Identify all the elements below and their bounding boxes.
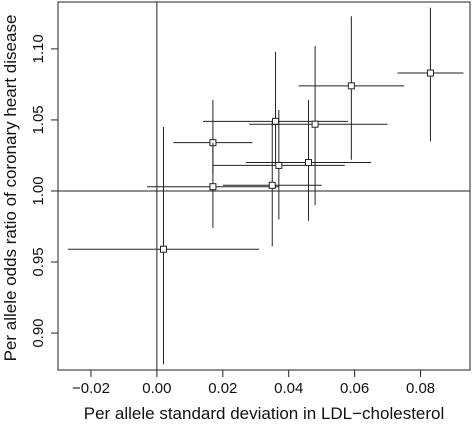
x-tick-label: −0.02 <box>72 380 110 397</box>
x-tick-label: 0.08 <box>406 380 435 397</box>
x-tick-label: 0.02 <box>208 380 237 397</box>
y-tick-label: 0.90 <box>30 318 47 347</box>
data-point <box>347 82 355 90</box>
y-tick-label: 1.05 <box>30 105 47 134</box>
data-point <box>275 161 283 169</box>
data-point <box>311 120 319 128</box>
data-point <box>426 69 434 77</box>
data-point <box>209 183 217 191</box>
plot-frame <box>57 1 471 371</box>
x-tick-label: 0.06 <box>340 380 369 397</box>
data-point <box>272 117 280 125</box>
y-tick-label: 0.95 <box>30 247 47 276</box>
x-tick-label: 0.04 <box>274 380 303 397</box>
data-point <box>304 159 312 167</box>
plot-layer: −0.02 0.00 0.02 0.04 0.06 0.08 0.90 0.95 1.00 1.0… <box>30 2 470 397</box>
data-point <box>159 245 167 253</box>
y-tick-label: 1.00 <box>30 176 47 205</box>
y-tick-label: 1.10 <box>30 34 47 63</box>
x-tick-label: 0.00 <box>142 380 171 397</box>
data-point <box>268 181 276 189</box>
x-axis-title: Per allele standard deviation in LDL−cho… <box>84 404 445 423</box>
y-axis-title: Per allele odds ratio of coronary heart … <box>1 15 20 362</box>
